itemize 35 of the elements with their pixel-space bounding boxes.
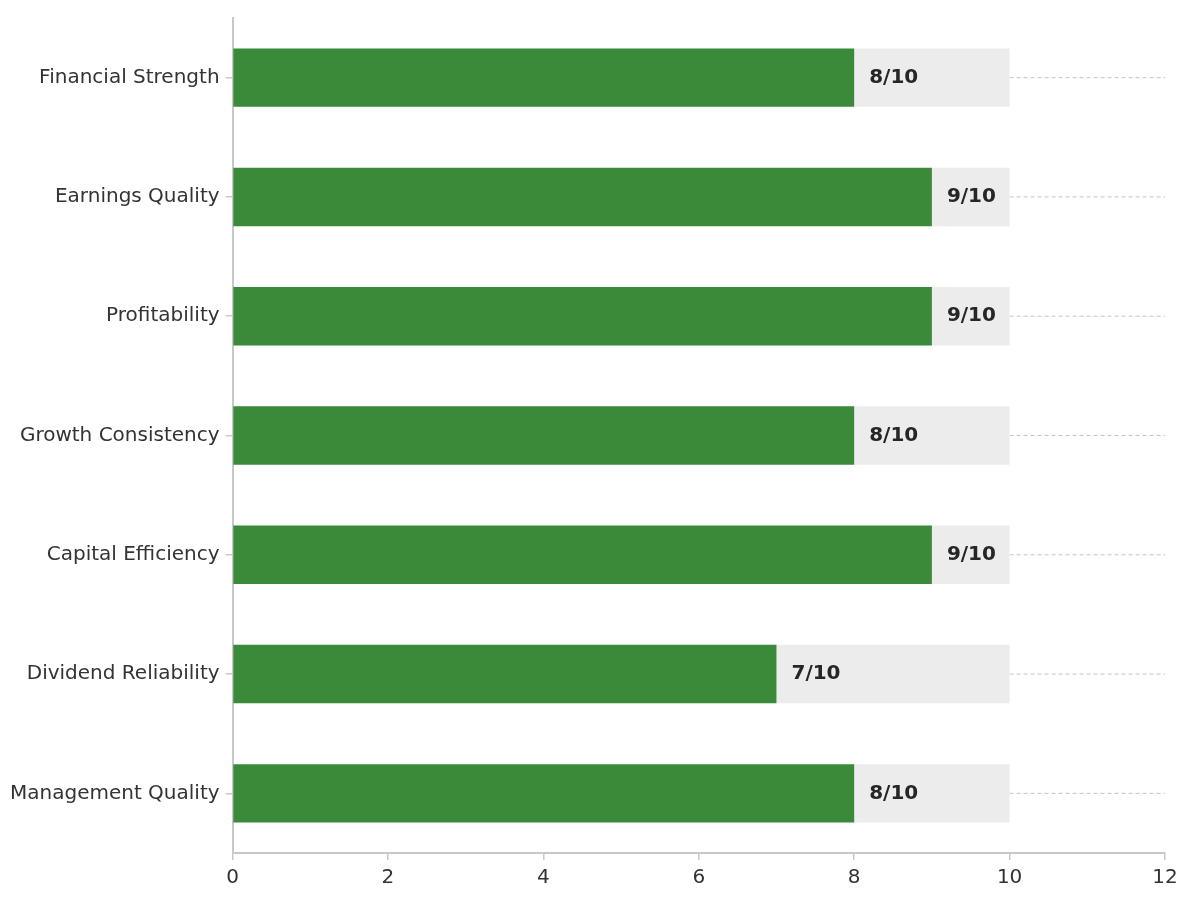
- y-tick-label: Capital Efficiency: [46, 540, 220, 565]
- bar: [233, 764, 855, 823]
- annotation: 8/10: [869, 779, 919, 804]
- y-tick-label: Financial Strength: [39, 63, 220, 88]
- bar: [776, 644, 1010, 704]
- annotation: 8/10: [869, 421, 919, 446]
- x-tick-label: 8: [847, 864, 861, 889]
- bar: [854, 764, 1010, 823]
- bar: [233, 286, 932, 346]
- bar: [233, 406, 855, 465]
- bar: [233, 525, 932, 585]
- annotation: 9/10: [946, 302, 996, 327]
- y-tick-label: Growth Consistency: [19, 421, 220, 446]
- bar: [233, 48, 855, 107]
- bar: [233, 644, 777, 704]
- bar: [931, 525, 1010, 585]
- y-tick-label: Dividend Reliability: [26, 660, 220, 685]
- y-tick-label: Management Quality: [9, 779, 220, 804]
- y-tick-label: Earnings Quality: [54, 183, 220, 208]
- x-tick-label: 4: [537, 864, 550, 889]
- x-tick-label: 2: [381, 864, 395, 889]
- bar: [854, 48, 1010, 107]
- bar: [233, 167, 932, 227]
- annotation: 9/10: [946, 183, 996, 208]
- bar: [931, 167, 1010, 227]
- annotation: 9/10: [946, 540, 996, 565]
- x-tick-label: 6: [692, 864, 706, 889]
- x-tick-label: 12: [1152, 864, 1178, 889]
- bar: [931, 286, 1010, 346]
- annotation: 8/10: [869, 63, 919, 88]
- x-tick-label: 0: [226, 864, 239, 889]
- annotation: 7/10: [791, 660, 841, 685]
- y-tick-label: Profitability: [106, 302, 220, 327]
- bar: [854, 406, 1010, 465]
- x-tick-label: 10: [996, 864, 1023, 889]
